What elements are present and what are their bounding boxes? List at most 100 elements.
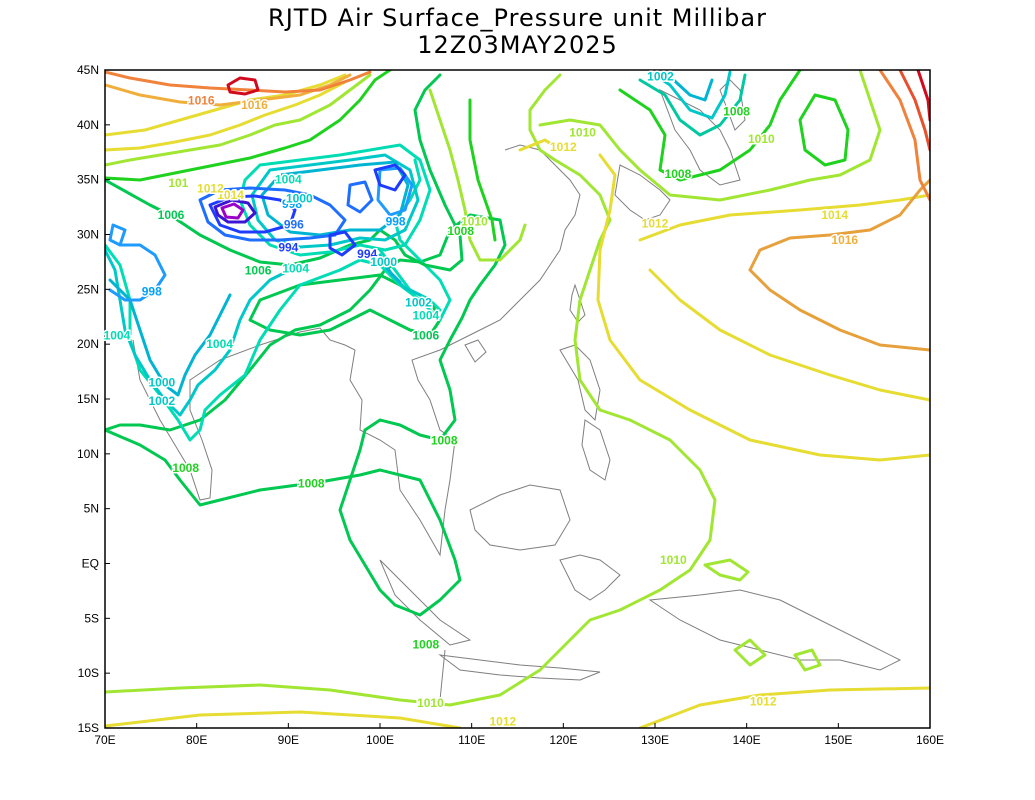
isobar-1008: [105, 213, 507, 617]
contour-label-1006: 1006: [158, 208, 185, 222]
contour-label-1002: 1002: [405, 295, 432, 309]
contour-label-996: 996: [284, 218, 304, 232]
isobar-1018-w: [105, 70, 372, 94]
y-tick-label: 10S: [78, 666, 99, 680]
contour-label-1002: 1002: [647, 70, 674, 84]
x-tick-label: 80E: [186, 733, 207, 747]
isobar-1010-w: [105, 73, 372, 167]
y-tick-label: 10N: [77, 447, 99, 461]
contour-label-1014: 1014: [821, 208, 848, 222]
contour-label-1012: 1012: [750, 695, 777, 709]
isobar-1008-ne: [618, 70, 802, 182]
isobar-994-p2: [328, 230, 357, 257]
isobar-1016b: [748, 268, 930, 352]
contour-label-1008: 1008: [665, 167, 692, 181]
contour-label-1010: 1010: [748, 132, 775, 146]
isobar-1010-ne: [538, 70, 882, 202]
x-tick-label: 70E: [94, 733, 115, 747]
isobar-1010: [105, 73, 717, 707]
isobar-1000-w: [108, 278, 232, 397]
contour-label-994: 994: [357, 247, 377, 261]
x-tick-label: 100E: [366, 733, 394, 747]
contour-labels: 1016 101610141012101100610049981000996994…: [102, 68, 860, 730]
isobar-1010c: [733, 638, 767, 667]
isobar-1008-w: [105, 70, 392, 182]
contour-label-1012: 1012: [642, 217, 669, 231]
coastline: [132, 79, 902, 701]
isobar-1022-w: [226, 76, 260, 96]
contour-label-1004: 1004: [206, 337, 233, 351]
isobar-1012: [105, 710, 462, 728]
contour-label-1010: 1010: [461, 214, 488, 228]
x-tick-label: 120E: [549, 733, 577, 747]
y-tick-label: 35N: [77, 173, 99, 187]
isobar-988-p: [220, 202, 245, 220]
contour-label-1000: 1000: [286, 191, 313, 205]
contour-label-1014: 1014: [217, 188, 244, 202]
isobar-1008-ne2: [798, 93, 850, 167]
isobars: [105, 70, 930, 728]
y-tick-label: 15S: [78, 721, 99, 735]
y-tick-label: 25N: [77, 282, 99, 296]
contour-label-998: 998: [142, 285, 162, 299]
x-tick-label: 130E: [641, 733, 669, 747]
map-title: RJTD Air Surface_Pressure unit Millibar: [268, 4, 767, 32]
map-valid-time: 12Z03MAY2025: [417, 31, 618, 59]
isobar-1012c: [596, 153, 930, 462]
isobar-1010-e: [428, 88, 527, 262]
y-tick-label: 15N: [77, 392, 99, 406]
contour-label-1000: 1000: [370, 255, 397, 269]
isobar-992-p: [213, 198, 257, 224]
x-tick-label: 140E: [733, 733, 761, 747]
isobar-1000-e: [378, 256, 402, 284]
x-tick-label: 90E: [278, 733, 299, 747]
isobar-1002-w: [105, 248, 292, 417]
isobar-998-w2: [108, 223, 127, 247]
isobar-996-p3: [346, 180, 374, 214]
contour-label-1008: 1008: [172, 461, 199, 475]
y-tick-label: 5S: [84, 611, 99, 625]
isobar-1020: [898, 70, 930, 152]
isobar-1006: [248, 273, 442, 337]
contour-label-998: 998: [386, 214, 406, 228]
contour-label-1008: 1008: [431, 434, 458, 448]
isobar-994-p: [208, 194, 297, 234]
contour-layer: [105, 70, 930, 728]
isobar-998-w: [108, 243, 167, 302]
isobar-1010b: [703, 558, 750, 582]
y-tick-label: EQ: [82, 557, 99, 571]
isobar-1010d: [793, 648, 822, 672]
isobar-1004-ne: [648, 70, 732, 120]
x-tick-label: 160E: [916, 733, 944, 747]
isobar-1006-w: [105, 73, 464, 272]
contour-label-1012: 1012: [489, 714, 516, 728]
y-tick-label: 45N: [77, 63, 99, 77]
contour-label-1004: 1004: [275, 173, 302, 187]
isobar-1014-w: [105, 73, 347, 137]
isobar-1014b: [648, 268, 930, 402]
contour-label-994: 994: [278, 241, 298, 255]
contour-label-1008: 1008: [447, 224, 474, 238]
contour-label-1008: 1008: [298, 476, 325, 490]
contour-label-1016: 1016: [831, 233, 858, 247]
contour-label-1006: 1006: [412, 328, 439, 342]
isobar-1002-p: [250, 153, 420, 249]
isobar-1000-p: [260, 160, 410, 237]
contour-label-1004: 1004: [282, 261, 309, 275]
contour-label-1012: 1012: [197, 181, 224, 195]
isobar-1002-ne: [663, 70, 714, 102]
contour-label-998: 998: [282, 197, 302, 211]
isobar-1012-w: [105, 80, 347, 152]
y-tick-label: 40N: [77, 118, 99, 132]
plot-area: [105, 70, 930, 728]
isobar-1006-ne: [638, 73, 747, 137]
isobar-1012-ne: [518, 138, 562, 152]
contour-label-1008: 1008: [412, 638, 439, 652]
isobar-1012b: [638, 686, 930, 728]
isobar-1016-w: [105, 73, 352, 107]
axis-ticks: 70E 80E 90E 100E 110E 120E 130E 140E 150E 160E 45N…: [77, 63, 944, 747]
contour-label-1010: 1010: [569, 126, 596, 140]
contour-label-1016: 1016: [188, 94, 215, 108]
isobar-1014: [638, 193, 930, 242]
